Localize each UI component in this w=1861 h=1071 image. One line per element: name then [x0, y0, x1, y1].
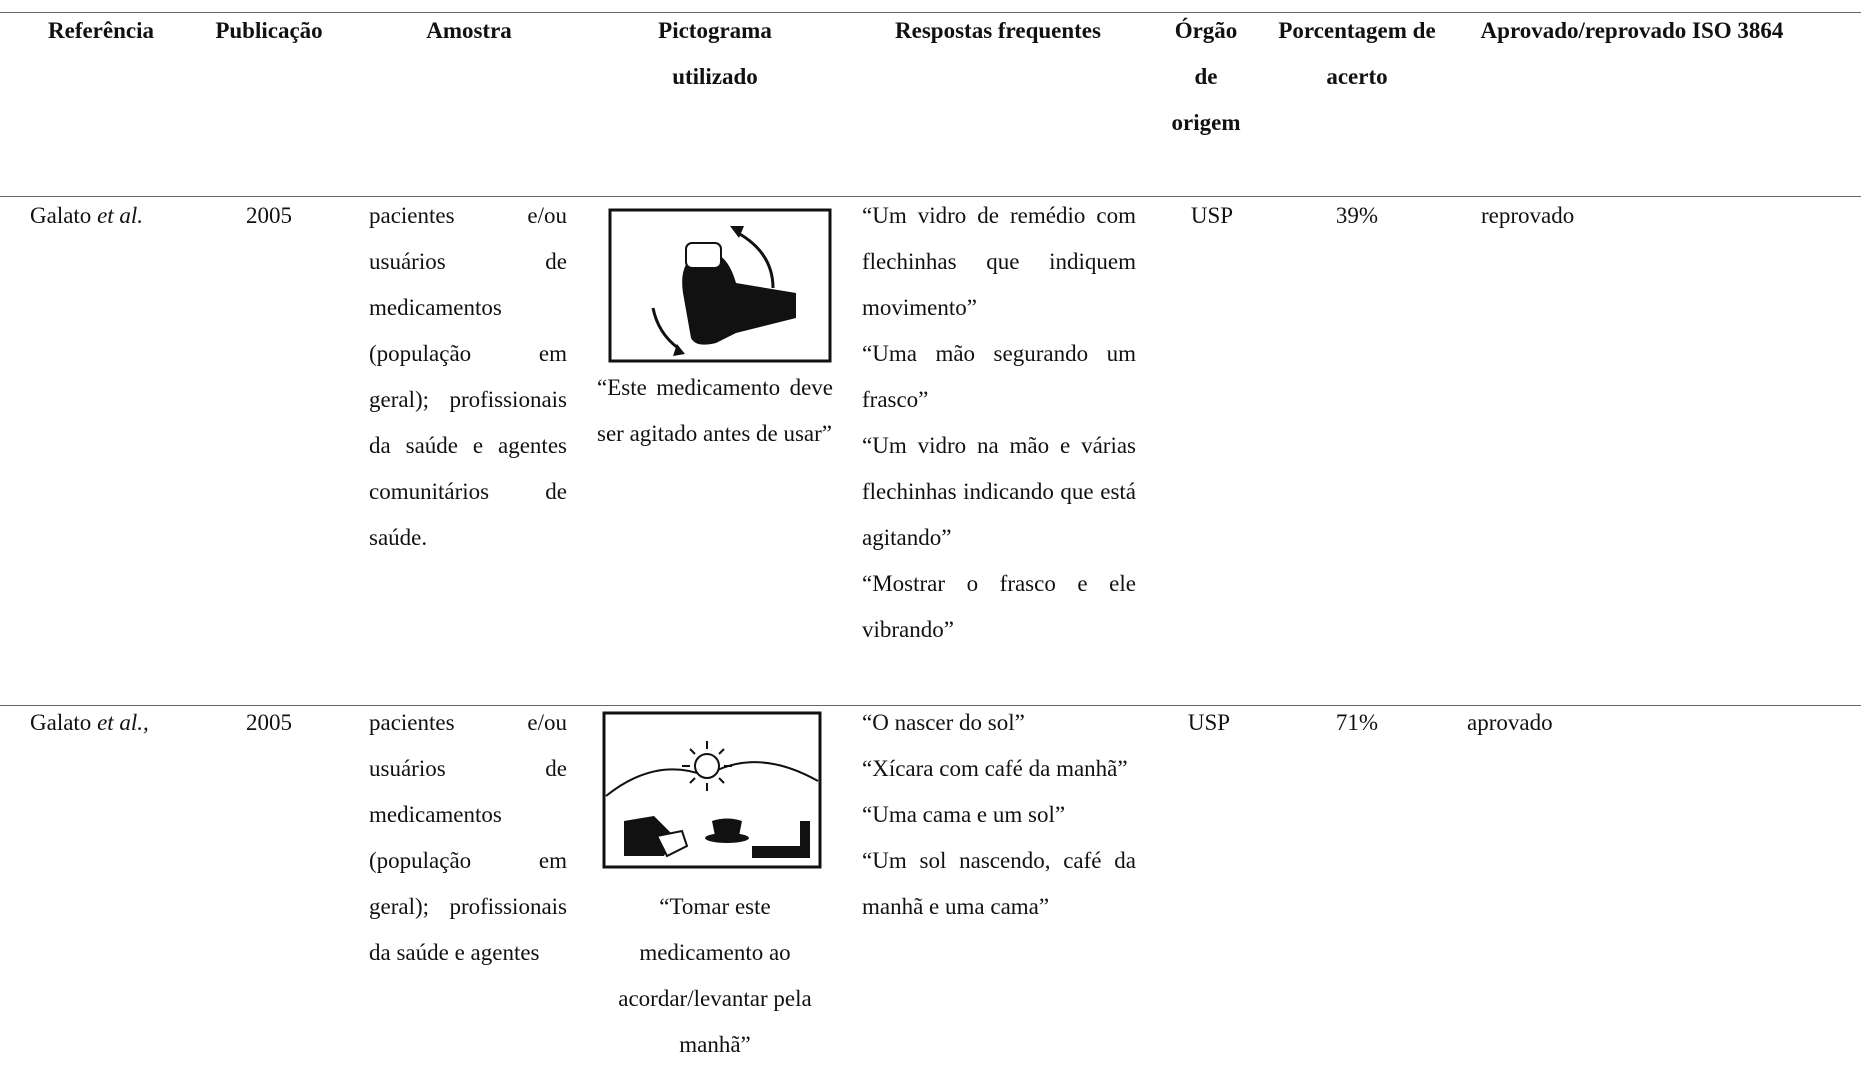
- sample: pacientes e/ou usuários de medicamentos …: [369, 203, 567, 550]
- response: “Um vidro na mão e várias flechinhas ind…: [862, 433, 1136, 550]
- response: “Um sol nascendo, café da manhã e uma ca…: [862, 848, 1136, 919]
- year: 2005: [246, 203, 292, 228]
- result: reprovado: [1481, 203, 1575, 228]
- author: Galato: [30, 710, 92, 735]
- accuracy: 71%: [1335, 710, 1379, 735]
- header-cell: Órgão de origem: [1171, 18, 1241, 135]
- rule: [0, 705, 1861, 706]
- pictogram-caption: “Este medicamento deve ser agitado antes…: [597, 375, 833, 446]
- rule: [0, 196, 1861, 197]
- sample: pacientes e/ou usuários de medicamentos …: [369, 710, 567, 965]
- header-cell: Pictograma utilizado: [658, 18, 772, 89]
- header-cell: Amostra: [426, 18, 512, 43]
- response: “Mostrar o frasco e ele vibrando”: [862, 571, 1136, 642]
- responses: “Um vidro de remédio com flechinhas que …: [862, 193, 1136, 653]
- origin: USP: [1190, 203, 1234, 228]
- header-cell: Porcentagem de acerto: [1278, 18, 1436, 89]
- response: “Uma mão segurando um frasco”: [862, 341, 1136, 412]
- response: “Xícara com café da manhã”: [862, 756, 1128, 781]
- year: 2005: [246, 710, 292, 735]
- result: aprovado: [1467, 710, 1553, 735]
- response: “Um vidro de remédio com flechinhas que …: [862, 203, 1136, 320]
- et-al: et al.: [97, 203, 144, 228]
- rule: [0, 12, 1861, 13]
- response: “Uma cama e um sol”: [862, 802, 1066, 827]
- pictogram-morning: [602, 711, 822, 869]
- et-al: et al.,: [97, 710, 149, 735]
- reference: Galato et al.,: [30, 700, 149, 746]
- header-cell: Respostas frequentes: [895, 18, 1101, 43]
- header-cell: Publicação: [215, 18, 323, 43]
- pictogram-caption: “Tomar este medicamento ao acordar/levan…: [618, 894, 812, 1057]
- accuracy: 39%: [1335, 203, 1379, 228]
- header-cell: Aprovado/reprovado ISO 3864: [1480, 18, 1784, 43]
- reference: Galato et al.: [30, 193, 143, 239]
- responses: “O nascer do sol” “Xícara com café da ma…: [862, 700, 1136, 930]
- pictogram-shake: [608, 208, 832, 363]
- response: “O nascer do sol”: [862, 710, 1025, 735]
- origin: USP: [1187, 710, 1231, 735]
- author: Galato: [30, 203, 92, 228]
- header-cell: Referência: [48, 18, 154, 43]
